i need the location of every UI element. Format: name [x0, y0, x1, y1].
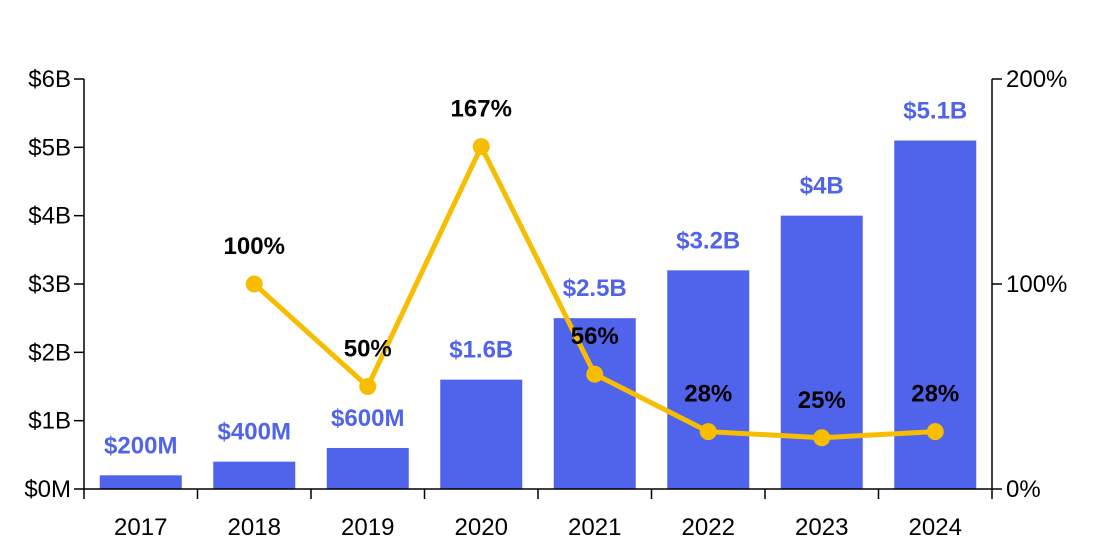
bar-2019 — [326, 448, 409, 489]
bar-value-label-2017: $200M — [104, 432, 177, 459]
x-tick-label-2022: 2022 — [682, 514, 735, 541]
left-tick-label-4: $4B — [28, 203, 71, 230]
bar-value-label-2024: $5.1B — [903, 98, 967, 125]
growth-label-2023: 25% — [798, 387, 846, 414]
bar-value-label-2021: $2.5B — [563, 275, 627, 302]
growth-label-2021: 56% — [571, 323, 619, 350]
growth-point-2021 — [586, 365, 604, 383]
bar-2021 — [553, 318, 636, 489]
x-tick-label-2018: 2018 — [228, 514, 281, 541]
left-tick-label-5: $5B — [28, 134, 71, 161]
left-tick-label-1: $1B — [28, 408, 71, 435]
bars-layer — [99, 140, 977, 489]
left-tick-label-0: $0M — [24, 476, 71, 503]
growth-point-2018 — [245, 275, 263, 293]
bar-value-label-2022: $3.2B — [676, 227, 740, 254]
left-tick-label-2: $2B — [28, 339, 71, 366]
x-tick-label-2020: 2020 — [455, 514, 508, 541]
left-tick-label-6: $6B — [28, 66, 71, 93]
growth-point-2023 — [813, 429, 831, 447]
bar-value-label-2020: $1.6B — [449, 337, 513, 364]
growth-point-2024 — [926, 423, 944, 441]
x-tick-label-2023: 2023 — [795, 514, 848, 541]
growth-point-2019 — [359, 378, 377, 395]
bar-value-label-2018: $400M — [218, 419, 291, 446]
growth-label-2020: 167% — [451, 96, 512, 123]
bar-2020 — [440, 379, 523, 489]
labels-layer: $200M $400M $600M $1.6B $2.5B $3.2B $4B $5.1B 10… — [104, 96, 967, 460]
bar-2022 — [667, 270, 750, 489]
bar-value-label-2019: $600M — [331, 405, 404, 432]
growth-point-2020 — [472, 138, 490, 156]
bar-value-label-2023: $4B — [800, 173, 844, 200]
growth-label-2022: 28% — [684, 381, 732, 408]
growth-point-2022 — [699, 423, 717, 441]
growth-label-2019: 50% — [344, 336, 392, 363]
growth-label-2018: 100% — [224, 233, 285, 260]
x-tick-label-2019: 2019 — [341, 514, 394, 541]
bar-2023 — [780, 215, 863, 489]
right-tick-label-2: 200% — [1006, 66, 1067, 93]
left-tick-label-3: $3B — [28, 271, 71, 298]
growth-line-layer — [245, 138, 944, 447]
growth-label-2024: 28% — [911, 381, 959, 408]
bar-2018 — [213, 461, 296, 489]
x-tick-label-2017: 2017 — [114, 514, 167, 541]
x-tick-label-2021: 2021 — [568, 514, 621, 541]
axes-layer: $0M $1B $2B $3B $4B $5B $6B 0% 100% 200% 2017 2018 2… — [24, 66, 1067, 541]
right-tick-label-1: 100% — [1006, 271, 1067, 298]
right-tick-label-0: 0% — [1006, 476, 1041, 503]
x-tick-label-2024: 2024 — [909, 514, 962, 541]
bar-2017 — [99, 475, 182, 489]
